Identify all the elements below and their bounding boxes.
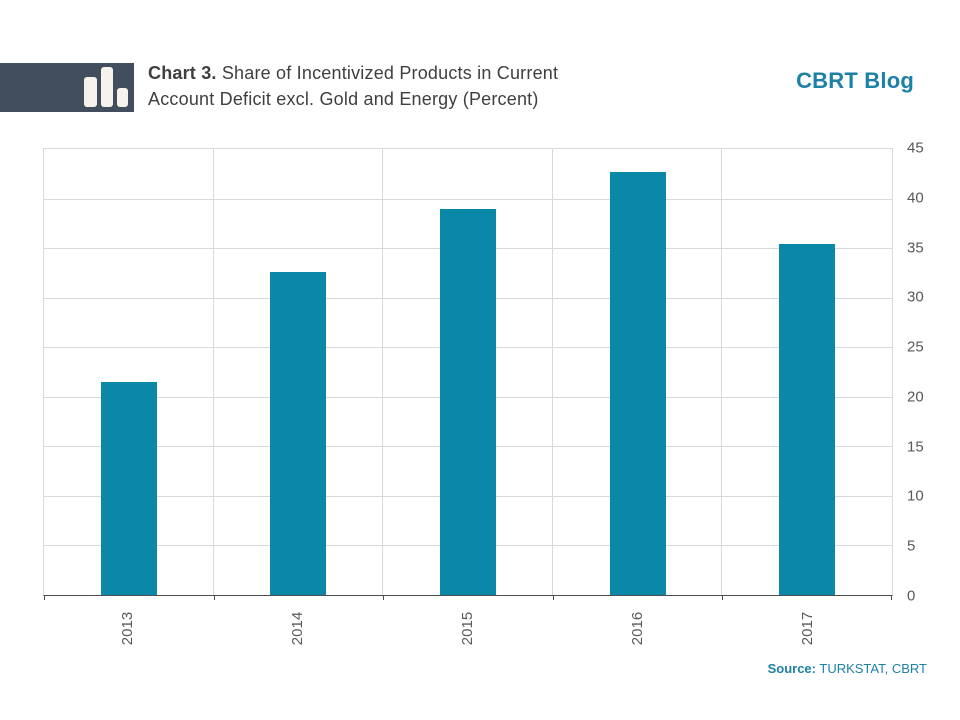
y-axis-labels: 0 5 10 15 20 25 30 35 40 45 bbox=[907, 141, 952, 604]
x-tick-label: 2016 bbox=[629, 611, 647, 645]
bar-2014 bbox=[270, 271, 327, 595]
x-tick-mark bbox=[722, 595, 724, 600]
plot-area bbox=[43, 148, 893, 600]
x-label-cell: 2014 bbox=[213, 602, 383, 654]
y-tick-label: 10 bbox=[907, 487, 924, 505]
x-axis-labels: 2013 2014 2015 2016 2017 bbox=[43, 602, 893, 654]
x-tick-label: 2013 bbox=[119, 611, 137, 645]
x-tick-mark bbox=[44, 595, 45, 600]
chart-title: Chart 3. Share of Incentivized Products … bbox=[148, 60, 653, 112]
y-tick-label: 30 bbox=[907, 288, 924, 306]
y-tick-label: 45 bbox=[907, 139, 924, 157]
x-tick-label: 2014 bbox=[289, 611, 307, 645]
x-tick-label: 2017 bbox=[799, 611, 817, 645]
x-tick-mark bbox=[891, 595, 892, 600]
bar-2013 bbox=[100, 381, 157, 595]
x-tick-mark bbox=[213, 595, 215, 600]
chart-title-number: Chart 3. bbox=[148, 63, 217, 83]
bar-2016 bbox=[609, 171, 666, 595]
y-tick-label: 20 bbox=[907, 388, 924, 406]
gridline bbox=[382, 149, 384, 595]
y-tick-label: 5 bbox=[907, 537, 916, 555]
gridline bbox=[44, 198, 892, 200]
gridline bbox=[551, 149, 553, 595]
bar-2017 bbox=[779, 244, 836, 595]
bar-chart-logo bbox=[0, 63, 134, 112]
source-value: TURKSTAT, CBRT bbox=[816, 661, 927, 676]
source-label: Source: bbox=[767, 661, 816, 676]
logo-bar-icon bbox=[84, 77, 97, 107]
y-tick-label: 15 bbox=[907, 438, 924, 456]
y-tick-label: 25 bbox=[907, 338, 924, 356]
logo-bar-icon bbox=[101, 67, 113, 107]
y-tick-label: 35 bbox=[907, 239, 924, 257]
y-tick-label: 40 bbox=[907, 189, 924, 207]
x-tick-mark bbox=[552, 595, 554, 600]
x-label-cell: 2017 bbox=[723, 602, 893, 654]
x-label-cell: 2016 bbox=[553, 602, 723, 654]
gridline bbox=[721, 149, 723, 595]
x-tick-mark bbox=[383, 595, 385, 600]
chart-title-text-line2: Account Deficit excl. Gold and Energy (P… bbox=[148, 89, 539, 109]
brand-cbrt-blog: CBRT Blog bbox=[796, 68, 914, 93]
gridline bbox=[212, 149, 214, 595]
bar-2015 bbox=[440, 209, 496, 595]
chart-title-text-line1: Share of Incentivized Products in Curren… bbox=[216, 63, 559, 83]
x-label-cell: 2013 bbox=[43, 602, 213, 654]
x-tick-label: 2015 bbox=[459, 611, 477, 645]
y-tick-label: 0 bbox=[907, 587, 916, 605]
logo-bar-icon bbox=[117, 88, 128, 107]
source-note: Source: TURKSTAT, CBRT bbox=[768, 661, 927, 676]
x-label-cell: 2015 bbox=[383, 602, 553, 654]
